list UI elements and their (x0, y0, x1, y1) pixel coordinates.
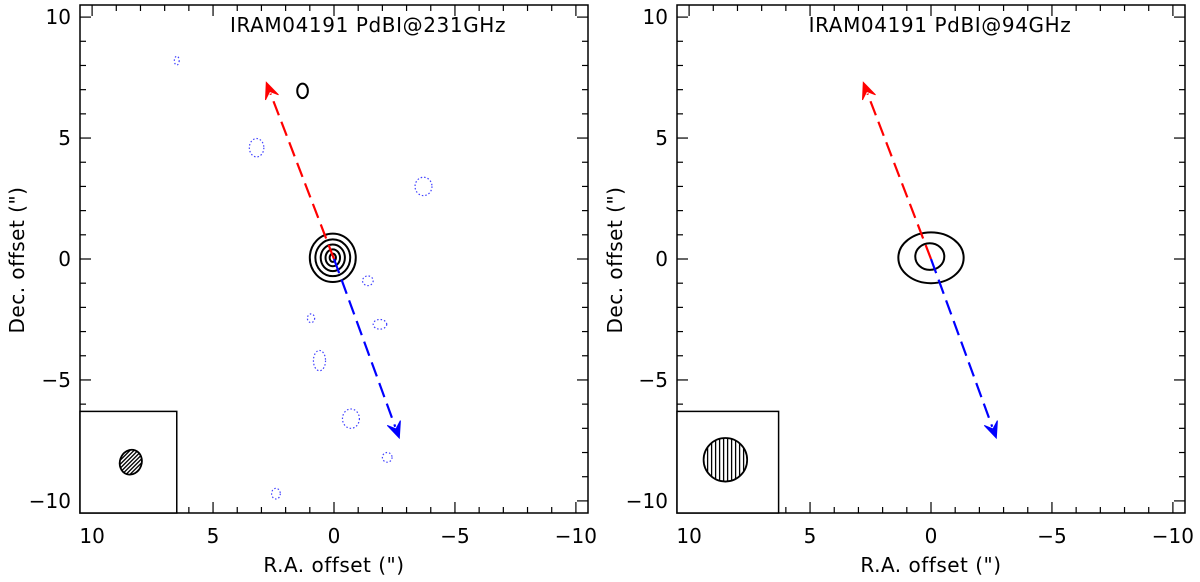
y-tick-label: −5 (639, 368, 668, 392)
y-tick-label: 10 (46, 5, 71, 29)
y-tick-label: −10 (29, 489, 71, 513)
x-tick-label: 5 (804, 524, 817, 548)
x-tick-label: 5 (207, 524, 220, 548)
panel-title: IRAM04191 PdBI@94GHz (809, 13, 1072, 37)
panel-231ghz: 10 5 0 −5 −10 −10 −5 0 5 10 IRAM04191 PdBI@231GHz… (5, 4, 597, 577)
negative-contour (312, 349, 327, 372)
beam-inset (79, 410, 178, 514)
blueshifted-outflow-arrow-head (386, 420, 401, 440)
x-tick-label: −10 (1152, 524, 1194, 548)
y-tick-label: 0 (58, 247, 71, 271)
panel-title: IRAM04191 PdBI@231GHz (230, 13, 506, 37)
negative-contour (306, 313, 316, 324)
x-tick-label: −10 (555, 524, 597, 548)
blueshifted-outflow-arrow-head (983, 420, 998, 440)
beam-ellipse (118, 448, 143, 476)
x-tick-label: −5 (1037, 524, 1066, 548)
beam-inset (676, 410, 780, 514)
positive-contour (914, 242, 946, 271)
axis-ticks (80, 5, 588, 513)
negative-contour (381, 451, 393, 463)
hatch-line (116, 446, 140, 478)
y-axis-label: Dec. offset (") (5, 187, 29, 334)
x-axis-label: R.A. offset (") (263, 553, 404, 577)
redshifted-outflow-arrow-line (269, 93, 336, 260)
y-tick-label: 10 (643, 5, 668, 29)
beam-ellipse (702, 437, 749, 483)
y-tick-label: 5 (655, 126, 668, 150)
positive-contour (897, 231, 965, 285)
y-tick-label: 5 (58, 126, 71, 150)
negative-contour (173, 55, 180, 66)
positive-contour (314, 238, 352, 278)
x-tick-label: 10 (676, 524, 701, 548)
blueshifted-outflow-arrow-line (929, 258, 994, 428)
redshifted-outflow-arrow-head (265, 81, 279, 101)
beam-box (79, 410, 178, 514)
y-tick-label: −10 (626, 489, 668, 513)
contours (173, 55, 433, 500)
y-tick-label: −5 (42, 368, 71, 392)
negative-contour (270, 487, 281, 500)
redshifted-outflow-arrow-head (862, 81, 876, 101)
x-tick-label: 0 (925, 524, 938, 548)
y-axis-label: Dec. offset (") (603, 187, 627, 334)
negative-contour (341, 408, 360, 429)
contours (897, 231, 965, 285)
outflow-arrows (265, 81, 401, 440)
y-tick-label: 0 (655, 247, 668, 271)
positive-contour (308, 232, 357, 283)
negative-contour (361, 275, 374, 287)
x-tick-label: 10 (79, 524, 104, 548)
positive-contour (296, 82, 309, 100)
positive-contour (324, 248, 342, 268)
tick-labels: 10 5 0 −5 −10 −10 −5 0 5 10 (626, 5, 1194, 548)
x-axis-label: R.A. offset (") (860, 553, 1001, 577)
hatch-line (121, 446, 146, 478)
outflow-arrows (862, 81, 998, 440)
x-tick-label: −5 (440, 524, 469, 548)
negative-contour (414, 176, 433, 197)
tick-labels: 10 5 0 −5 −10 −10 −5 0 5 10 (29, 5, 597, 548)
negative-contour (372, 318, 388, 330)
redshifted-outflow-arrow-line (866, 93, 933, 260)
x-tick-label: 0 (328, 524, 341, 548)
positive-contour (319, 243, 346, 273)
negative-contour (248, 137, 265, 158)
blueshifted-outflow-arrow-line (332, 258, 397, 428)
